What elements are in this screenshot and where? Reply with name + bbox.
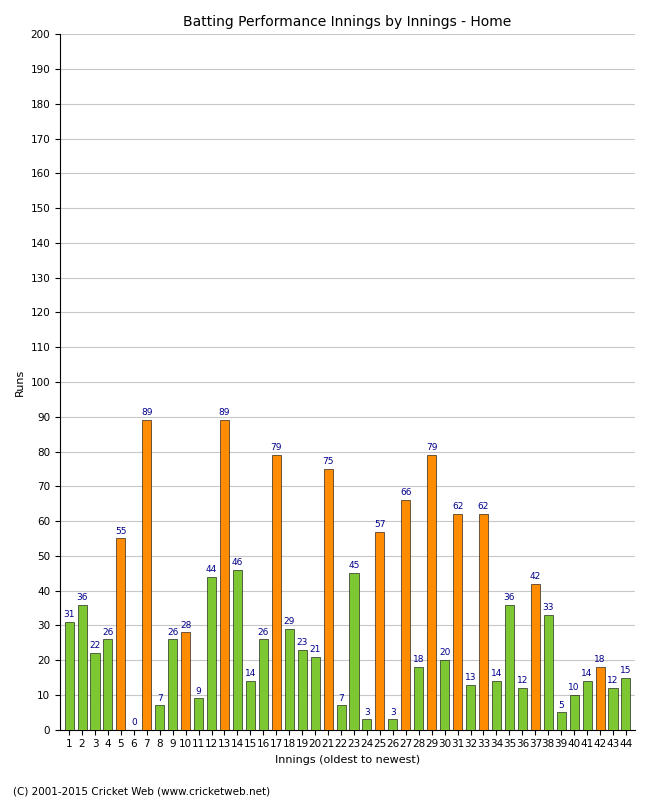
Bar bbox=[414, 667, 423, 730]
Bar bbox=[285, 629, 294, 730]
Text: 75: 75 bbox=[322, 457, 334, 466]
Text: 36: 36 bbox=[76, 593, 88, 602]
Bar bbox=[621, 678, 630, 730]
Bar bbox=[155, 706, 164, 730]
Text: 79: 79 bbox=[426, 443, 437, 452]
Text: 14: 14 bbox=[244, 670, 256, 678]
Text: 62: 62 bbox=[478, 502, 489, 511]
Bar bbox=[233, 570, 242, 730]
Bar bbox=[492, 681, 501, 730]
Text: 36: 36 bbox=[504, 593, 515, 602]
Text: 18: 18 bbox=[413, 655, 424, 664]
Bar bbox=[77, 605, 86, 730]
Text: 3: 3 bbox=[364, 707, 370, 717]
Text: 46: 46 bbox=[232, 558, 243, 567]
Bar bbox=[181, 632, 190, 730]
Bar bbox=[569, 695, 578, 730]
Bar bbox=[207, 577, 216, 730]
Bar bbox=[64, 622, 73, 730]
Text: 13: 13 bbox=[465, 673, 476, 682]
Text: 12: 12 bbox=[517, 676, 528, 686]
Bar bbox=[116, 538, 125, 730]
Text: 9: 9 bbox=[196, 686, 202, 696]
Text: 23: 23 bbox=[296, 638, 308, 647]
Bar bbox=[543, 615, 552, 730]
Bar bbox=[595, 667, 604, 730]
Text: 22: 22 bbox=[89, 642, 101, 650]
Bar bbox=[453, 514, 462, 730]
Text: 33: 33 bbox=[543, 603, 554, 612]
Text: (C) 2001-2015 Cricket Web (www.cricketweb.net): (C) 2001-2015 Cricket Web (www.cricketwe… bbox=[13, 786, 270, 796]
Text: 15: 15 bbox=[620, 666, 632, 674]
Text: 57: 57 bbox=[374, 520, 385, 529]
Bar bbox=[350, 574, 359, 730]
Bar bbox=[142, 420, 151, 730]
Bar bbox=[556, 712, 566, 730]
Text: 5: 5 bbox=[558, 701, 564, 710]
Text: 7: 7 bbox=[338, 694, 344, 702]
Bar bbox=[311, 657, 320, 730]
X-axis label: Innings (oldest to newest): Innings (oldest to newest) bbox=[275, 755, 420, 765]
Bar bbox=[505, 605, 514, 730]
Text: 21: 21 bbox=[309, 645, 321, 654]
Bar bbox=[582, 681, 592, 730]
Title: Batting Performance Innings by Innings - Home: Batting Performance Innings by Innings -… bbox=[183, 15, 512, 29]
Bar bbox=[220, 420, 229, 730]
Bar bbox=[401, 500, 410, 730]
Bar bbox=[427, 455, 436, 730]
Text: 18: 18 bbox=[594, 655, 606, 664]
Bar bbox=[388, 719, 397, 730]
Text: 29: 29 bbox=[283, 617, 295, 626]
Bar bbox=[103, 639, 112, 730]
Text: 89: 89 bbox=[141, 409, 153, 418]
Text: 79: 79 bbox=[270, 443, 282, 452]
Text: 62: 62 bbox=[452, 502, 463, 511]
Bar bbox=[608, 688, 618, 730]
Bar bbox=[531, 584, 540, 730]
Text: 0: 0 bbox=[131, 718, 136, 727]
Bar bbox=[518, 688, 527, 730]
Bar bbox=[375, 531, 384, 730]
Text: 14: 14 bbox=[581, 670, 593, 678]
Bar bbox=[324, 469, 333, 730]
Text: 10: 10 bbox=[568, 683, 580, 692]
Bar bbox=[479, 514, 488, 730]
Text: 7: 7 bbox=[157, 694, 162, 702]
Text: 28: 28 bbox=[180, 621, 191, 630]
Y-axis label: Runs: Runs bbox=[15, 369, 25, 396]
Bar bbox=[440, 660, 449, 730]
Bar bbox=[259, 639, 268, 730]
Bar bbox=[168, 639, 177, 730]
Bar bbox=[466, 685, 475, 730]
Text: 66: 66 bbox=[400, 489, 411, 498]
Bar bbox=[246, 681, 255, 730]
Text: 31: 31 bbox=[63, 610, 75, 619]
Text: 44: 44 bbox=[206, 565, 217, 574]
Text: 55: 55 bbox=[115, 526, 127, 536]
Bar bbox=[363, 719, 371, 730]
Text: 42: 42 bbox=[530, 572, 541, 581]
Bar bbox=[272, 455, 281, 730]
Text: 12: 12 bbox=[607, 676, 619, 686]
Text: 26: 26 bbox=[102, 627, 114, 637]
Text: 89: 89 bbox=[219, 409, 230, 418]
Text: 26: 26 bbox=[167, 627, 178, 637]
Text: 3: 3 bbox=[390, 707, 396, 717]
Bar bbox=[194, 698, 203, 730]
Bar bbox=[337, 706, 346, 730]
Text: 26: 26 bbox=[257, 627, 269, 637]
Bar bbox=[298, 650, 307, 730]
Bar bbox=[90, 654, 99, 730]
Text: 14: 14 bbox=[491, 670, 502, 678]
Text: 20: 20 bbox=[439, 649, 450, 658]
Text: 45: 45 bbox=[348, 562, 359, 570]
